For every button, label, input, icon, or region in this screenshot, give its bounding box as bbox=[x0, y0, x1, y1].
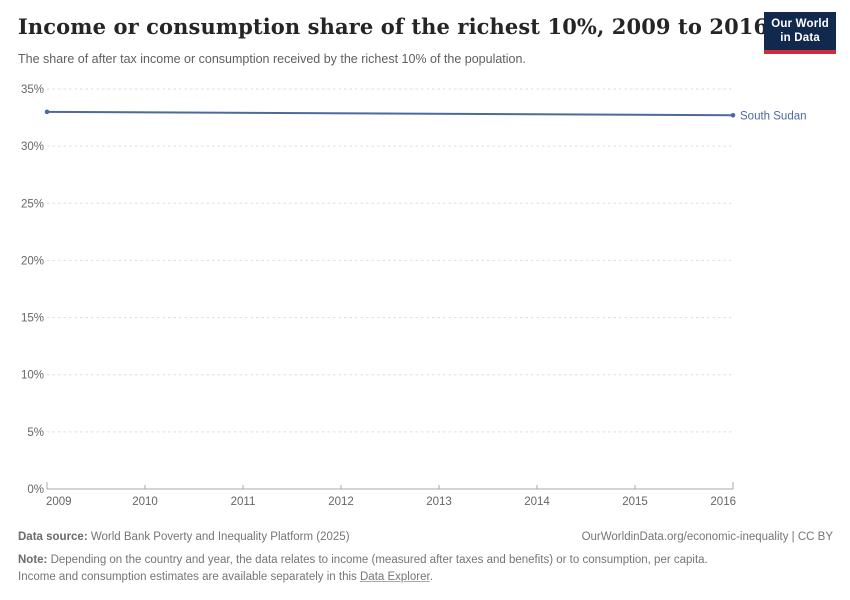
y-axis-tick-label: 0% bbox=[27, 484, 44, 496]
data-source-label: Data source: bbox=[18, 531, 88, 543]
x-axis-tick-label: 2016 bbox=[710, 496, 736, 508]
y-axis-tick-label: 30% bbox=[21, 141, 44, 153]
owid-logo-line1: Our World bbox=[771, 18, 829, 30]
line-chart: 0% 5% 10% 15% 20% 25% 30% 35% 2009 2010 2011 2012 20… bbox=[21, 84, 807, 508]
x-axis-tick-label: 2013 bbox=[426, 496, 452, 508]
data-point-marker bbox=[730, 112, 736, 118]
x-axis-tick-label: 2014 bbox=[524, 496, 550, 508]
x-axis-tick-label: 2009 bbox=[46, 496, 72, 508]
x-axis-tick-label: 2011 bbox=[231, 496, 256, 508]
y-axis-tick-label: 20% bbox=[21, 255, 44, 267]
note-text: Depending on the country and year, the d… bbox=[47, 554, 708, 566]
chart-title: Income or consumption share of the riche… bbox=[18, 14, 769, 39]
owid-logo[interactable]: Our World in Data bbox=[764, 12, 836, 54]
x-axis-tick-label: 2010 bbox=[132, 496, 158, 508]
chart-subtitle: The share of after tax income or consump… bbox=[18, 52, 526, 66]
owid-logo-line2: in Data bbox=[780, 32, 820, 45]
series-label[interactable]: South Sudan bbox=[740, 110, 807, 122]
y-axis-tick-label: 35% bbox=[21, 84, 44, 96]
data-explorer-link[interactable]: Data Explorer bbox=[360, 571, 430, 584]
y-axis-tick-label: 5% bbox=[27, 427, 44, 439]
data-source: Data source: World Bank Poverty and Ineq… bbox=[18, 531, 350, 543]
citation: OurWorldinData.org/economic-inequality |… bbox=[581, 531, 833, 543]
note-label: Note: bbox=[18, 554, 48, 566]
note-text-3: . bbox=[429, 571, 433, 584]
y-axis-tick-label: 10% bbox=[21, 370, 44, 382]
data-source-text: World Bank Poverty and Inequality Platfo… bbox=[87, 531, 350, 543]
data-point-marker bbox=[44, 109, 50, 115]
note-line-2: Income and consumption estimates are ava… bbox=[18, 569, 708, 586]
note-line-1: Note: Depending on the country and year,… bbox=[18, 552, 708, 569]
y-axis-tick-label: 15% bbox=[21, 313, 44, 325]
y-axis-tick-label: 25% bbox=[21, 198, 44, 210]
chart-note: Note: Depending on the country and year,… bbox=[18, 552, 708, 587]
data-line-south-sudan[interactable] bbox=[46, 110, 734, 117]
x-axis-tick-label: 2015 bbox=[622, 496, 648, 508]
x-axis-tick-label: 2012 bbox=[328, 496, 354, 508]
note-text-2: Income and consumption estimates are ava… bbox=[18, 571, 360, 584]
